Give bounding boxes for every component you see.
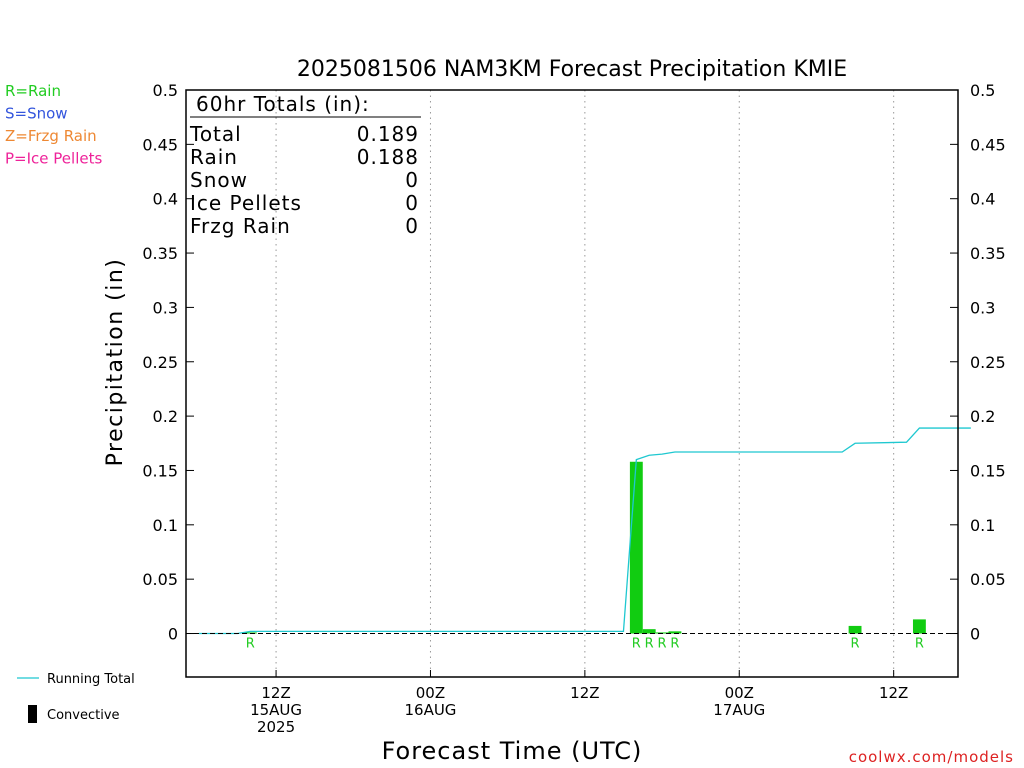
y-tick-label-left: 0.15: [142, 461, 178, 480]
y-tick-label-right: 0.4: [970, 190, 995, 209]
totals-row-label: Snow: [190, 168, 248, 192]
y-tick-label-left: 0.45: [142, 135, 178, 154]
x-tick-label-line3: 2025: [257, 718, 295, 736]
totals-row-value: 0: [405, 191, 419, 215]
precip-bar: [848, 625, 862, 634]
x-tick-label-line2: 16AUG: [404, 701, 456, 719]
totals-row-label: Total: [189, 122, 242, 146]
totals-row-label: Rain: [190, 145, 238, 169]
x-axis-label: Forecast Time (UTC): [382, 737, 643, 765]
totals-row-value: 0.189: [357, 122, 419, 146]
precip-bar: [668, 631, 682, 634]
totals-row-value: 0: [405, 168, 419, 192]
totals-row-value: 0: [405, 214, 419, 238]
y-tick-label-left: 0.4: [153, 190, 178, 209]
y-axis-label: Precipitation (in): [103, 258, 128, 467]
legend-entry: S=Snow: [5, 105, 68, 123]
totals-header: 60hr Totals (in):: [196, 92, 370, 116]
y-tick-label-left: 0.05: [142, 570, 178, 589]
ptype-label: R: [645, 637, 654, 652]
x-tick-label-line2: 17AUG: [713, 701, 765, 719]
precip-bar: [629, 461, 643, 634]
totals-box: 60hr Totals (in): Total 0.189 Rain 0.188 Sno…: [189, 92, 421, 238]
totals-row-label: Frzg Rain: [190, 214, 291, 238]
y-tick-label-right: 0.1: [970, 516, 995, 535]
y-tick-label-right: 0.05: [970, 570, 1006, 589]
y-tick-label-left: 0.1: [153, 516, 178, 535]
x-tick-label-line1: 12Z: [879, 684, 908, 702]
chart-title: 2025081506 NAM3KM Forecast Precipitation…: [297, 57, 847, 82]
ptype-label: R: [851, 637, 860, 652]
y-tick-label-right: 0.25: [970, 353, 1006, 372]
totals-row-value: 0.188: [357, 145, 419, 169]
y-tick-label-right: 0.2: [970, 407, 995, 426]
x-tick-label-line1: 12Z: [570, 684, 599, 702]
ptype-label: R: [915, 637, 924, 652]
legend-entry: R=Rain: [5, 82, 61, 100]
y-tick-label-left: 0.35: [142, 244, 178, 263]
ptype-label: R: [670, 637, 679, 652]
y-tick-label-right: 0: [970, 625, 980, 644]
legend-entry: Z=Frzg Rain: [5, 127, 97, 145]
ptype-legend: R=Rain S=Snow Z=Frzg Rain P=Ice Pellets: [5, 82, 102, 168]
y-tick-label-left: 0: [168, 625, 178, 644]
precip-bar: [655, 632, 669, 634]
running-total-line: [198, 427, 971, 635]
x-tick-label-line1: 12Z: [261, 684, 290, 702]
precip-bar: [912, 619, 926, 634]
x-tick-label-line1: 00Z: [725, 684, 754, 702]
x-tick-label-line2: 15AUG: [250, 701, 302, 719]
y-axis-right: 0 0.05 0.1 0.15 0.2 0.25 0.3 0.35 0.4 0.45 0.5: [950, 81, 1006, 644]
precip-bar: [642, 629, 656, 634]
legend-entry: P=Ice Pellets: [5, 150, 102, 168]
y-tick-label-right: 0.5: [970, 81, 995, 100]
grid-lines: [275, 90, 895, 677]
totals-row-label: Ice Pellets: [190, 191, 302, 215]
bottom-legend-label: Running Total: [47, 672, 135, 687]
plot-frame: [185, 89, 959, 678]
credit-text: coolwx.com/models: [849, 748, 1014, 766]
y-axis-left: 0 0.05 0.1 0.15 0.2 0.25 0.3 0.35 0.4 0.45 0.5: [142, 81, 194, 644]
ptype-label: R: [246, 637, 255, 652]
y-tick-label-right: 0.15: [970, 461, 1006, 480]
bottom-legend-label: Convective: [47, 708, 120, 723]
y-tick-label-left: 0.2: [153, 407, 178, 426]
ptype-label: R: [658, 637, 667, 652]
y-tick-label-left: 0.25: [142, 353, 178, 372]
x-tick-label-line1: 00Z: [416, 684, 445, 702]
y-tick-label-left: 0.5: [153, 81, 178, 100]
y-tick-label-left: 0.3: [153, 298, 178, 317]
precip-bar: [243, 632, 257, 634]
convective-swatch: [28, 705, 37, 723]
y-tick-label-right: 0.3: [970, 298, 995, 317]
y-tick-label-right: 0.45: [970, 135, 1006, 154]
bottom-legend: Running Total Convective: [17, 672, 135, 723]
ptype-label: R: [632, 637, 641, 652]
y-tick-label-right: 0.35: [970, 244, 1006, 263]
